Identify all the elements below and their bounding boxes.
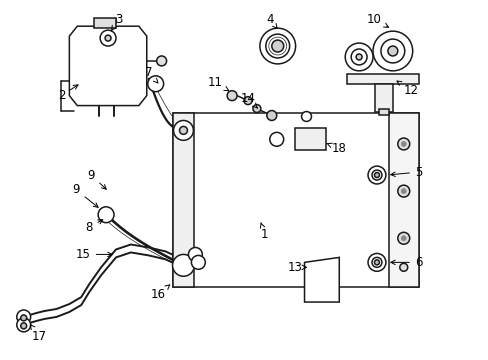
Circle shape [20,315,27,321]
Text: 17: 17 [30,325,47,343]
Text: 1: 1 [260,222,268,241]
Circle shape [271,40,283,52]
Circle shape [401,189,406,194]
Circle shape [397,232,409,244]
Circle shape [173,121,193,140]
Circle shape [105,35,111,41]
Bar [172,113,194,287]
Text: 8: 8 [85,220,102,234]
Circle shape [259,28,295,64]
Circle shape [372,31,412,71]
Bar [94,18,116,28]
Circle shape [374,172,379,177]
Circle shape [188,247,202,261]
Circle shape [397,185,409,197]
Text: 14: 14 [240,92,257,108]
Circle shape [244,96,251,105]
Text: 18: 18 [326,142,346,155]
Bar [346,74,418,84]
Text: 3: 3 [111,13,122,31]
Bar [378,109,388,114]
Text: 12: 12 [396,81,417,97]
Circle shape [399,264,407,271]
Circle shape [179,261,187,269]
Circle shape [371,257,381,267]
Circle shape [371,170,381,180]
Circle shape [17,318,31,332]
Circle shape [191,255,205,269]
Circle shape [374,260,379,265]
Circle shape [401,236,406,241]
Circle shape [350,49,366,65]
Text: 2: 2 [58,85,78,102]
Text: 15: 15 [76,248,112,261]
Circle shape [367,253,385,271]
Circle shape [367,166,385,184]
Text: 5: 5 [390,166,422,179]
Circle shape [401,141,406,147]
Circle shape [147,76,163,92]
Circle shape [172,255,194,276]
Circle shape [301,112,311,121]
Circle shape [397,138,409,150]
Text: 11: 11 [207,76,228,91]
Circle shape [269,132,283,146]
Circle shape [265,34,289,58]
Text: 6: 6 [390,256,422,269]
Polygon shape [304,257,339,302]
Bar [172,113,418,287]
Bar [374,84,392,112]
Circle shape [173,255,193,275]
Circle shape [179,126,187,134]
Circle shape [266,111,276,121]
Circle shape [20,323,27,329]
Text: 13: 13 [286,261,306,274]
Circle shape [355,54,361,60]
Text: 10: 10 [366,13,387,27]
Circle shape [345,43,372,71]
Text: 4: 4 [265,13,277,28]
Circle shape [100,30,116,46]
Bar [388,113,418,287]
Polygon shape [69,26,146,105]
Bar [294,129,325,150]
Text: 9: 9 [72,184,98,207]
Circle shape [156,56,166,66]
Text: 16: 16 [151,285,169,301]
Circle shape [226,91,237,100]
Text: 9: 9 [87,168,106,189]
Text: 7: 7 [145,66,158,83]
Circle shape [387,46,397,56]
Circle shape [98,207,114,223]
Circle shape [252,105,260,113]
Circle shape [17,310,31,324]
Circle shape [380,39,404,63]
